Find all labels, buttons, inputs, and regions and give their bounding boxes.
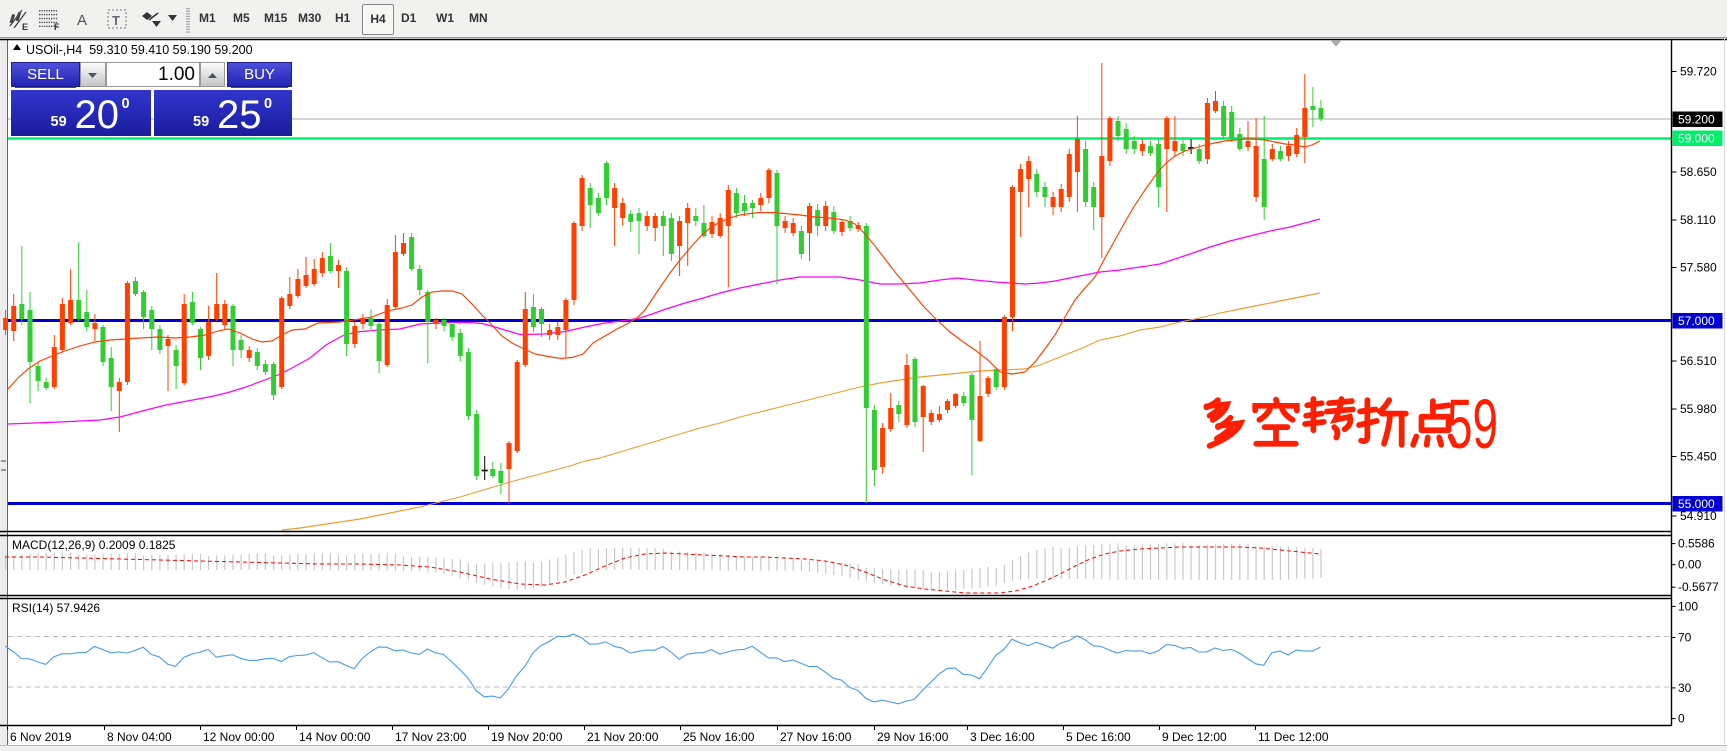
- svg-text:59.720: 59.720: [1680, 65, 1717, 79]
- svg-text:54.910: 54.910: [1680, 509, 1717, 523]
- svg-text:70: 70: [1678, 631, 1692, 645]
- svg-text:58.650: 58.650: [1680, 165, 1717, 179]
- svg-text:6 Nov 2019: 6 Nov 2019: [10, 730, 72, 744]
- svg-text:11 Dec 12:00: 11 Dec 12:00: [1258, 730, 1329, 744]
- svg-text:19 Nov 20:00: 19 Nov 20:00: [491, 730, 563, 744]
- svg-text:T: T: [112, 13, 120, 28]
- svg-text:8 Nov 04:00: 8 Nov 04:00: [107, 730, 172, 744]
- svg-text:56.510: 56.510: [1680, 354, 1717, 368]
- svg-text:25 Nov 16:00: 25 Nov 16:00: [683, 730, 755, 744]
- svg-text:59.200: 59.200: [1678, 113, 1715, 127]
- svg-text:55.450: 55.450: [1680, 450, 1717, 464]
- svg-text:-0.5677: -0.5677: [1678, 580, 1719, 594]
- svg-text:E: E: [22, 22, 28, 32]
- svg-text:9 Dec 12:00: 9 Dec 12:00: [1162, 730, 1227, 744]
- svg-text:100: 100: [1678, 599, 1698, 613]
- svg-text:USOil-,H4 59.310 59.410 59.19: USOil-,H4 59.310 59.410 59.190 59.200: [26, 43, 253, 57]
- svg-text:0: 0: [1678, 712, 1685, 726]
- svg-text:55.980: 55.980: [1680, 402, 1717, 416]
- svg-text:0.5586: 0.5586: [1678, 537, 1715, 551]
- svg-text:14 Nov 00:00: 14 Nov 00:00: [299, 730, 371, 744]
- svg-text:55.000: 55.000: [1678, 497, 1715, 511]
- svg-text:30: 30: [1678, 681, 1692, 695]
- svg-text:58.110: 58.110: [1680, 213, 1716, 227]
- svg-text:A: A: [77, 12, 87, 29]
- svg-text:57.000: 57.000: [1678, 314, 1715, 328]
- svg-text:RSI(14) 57.9426: RSI(14) 57.9426: [12, 601, 100, 615]
- svg-text:57.580: 57.580: [1680, 261, 1717, 275]
- svg-text:29 Nov 16:00: 29 Nov 16:00: [877, 730, 949, 744]
- svg-text:17 Nov 23:00: 17 Nov 23:00: [395, 730, 467, 744]
- svg-text:MACD(12,26,9) 0.2009 0.1825: MACD(12,26,9) 0.2009 0.1825: [12, 538, 176, 552]
- svg-text:F: F: [54, 22, 60, 32]
- svg-text:27 Nov 16:00: 27 Nov 16:00: [780, 730, 852, 744]
- svg-text:21 Nov 20:00: 21 Nov 20:00: [587, 730, 659, 744]
- svg-text:3 Dec 16:00: 3 Dec 16:00: [970, 730, 1035, 744]
- svg-text:0.00: 0.00: [1678, 558, 1702, 572]
- svg-text:59.000: 59.000: [1678, 132, 1715, 146]
- svg-text:12 Nov 00:00: 12 Nov 00:00: [203, 730, 275, 744]
- svg-text:5 Dec 16:00: 5 Dec 16:00: [1066, 730, 1131, 744]
- svg-text:59: 59: [1447, 385, 1498, 463]
